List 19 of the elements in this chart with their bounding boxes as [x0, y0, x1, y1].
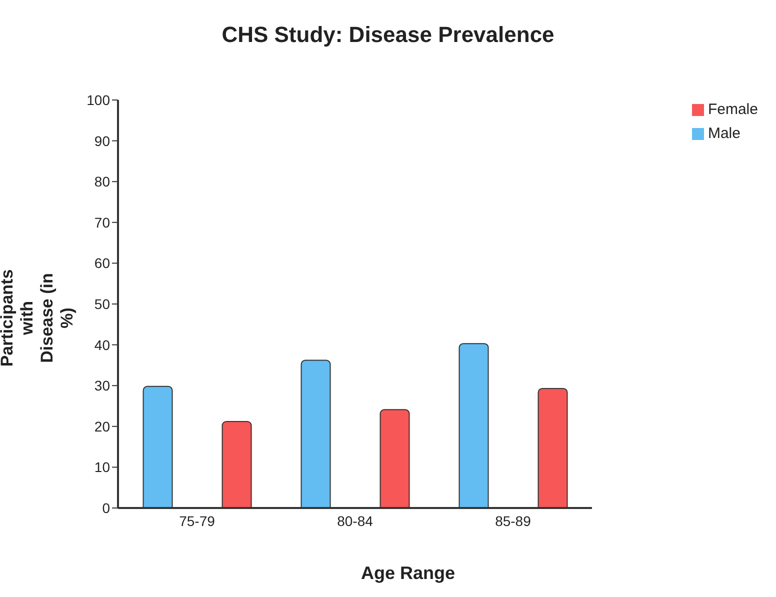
x-tick-label: 80-84 [337, 512, 374, 529]
y-tick-label: 50 [94, 296, 110, 312]
y-tick-label: 10 [94, 459, 110, 476]
y-tick-label: 60 [94, 255, 110, 272]
x-tick-label: 85-89 [495, 512, 532, 529]
y-tick-label: 90 [94, 132, 110, 149]
y-tick-label: 30 [94, 378, 110, 394]
y-tick-label: 80 [94, 174, 110, 190]
legend-label: Female [708, 101, 758, 118]
y-tick-label: 70 [94, 214, 110, 230]
legend-label: Male [708, 125, 740, 142]
y-axis-title: Participants with Disease (in %) [0, 269, 78, 367]
x-axis-title: Age Range [360, 563, 456, 584]
y-tick-label: 20 [94, 418, 110, 434]
y-tick-label: 0 [102, 500, 110, 516]
y-tick-label: 40 [94, 336, 110, 353]
x-tick-label: 75-79 [179, 512, 216, 529]
chart-title: CHS Study: Disease Prevalence [220, 22, 556, 48]
y-tick-label: 100 [86, 92, 110, 108]
